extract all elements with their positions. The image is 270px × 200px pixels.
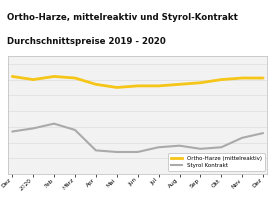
Text: Durchschnittspreise 2019 - 2020: Durchschnittspreise 2019 - 2020 <box>7 37 166 46</box>
Text: Ortho-Harze, mittelreaktiv und Styrol-Kontrakt: Ortho-Harze, mittelreaktiv und Styrol-Ko… <box>7 14 238 22</box>
Legend: Ortho-Harze (mittelreaktiv), Styrol Kontrakt: Ortho-Harze (mittelreaktiv), Styrol Kont… <box>168 153 265 171</box>
Text: © 2020 Kunststoff Information, Bad Homburg · www.kiweb.de: © 2020 Kunststoff Information, Bad Hombu… <box>5 184 168 190</box>
